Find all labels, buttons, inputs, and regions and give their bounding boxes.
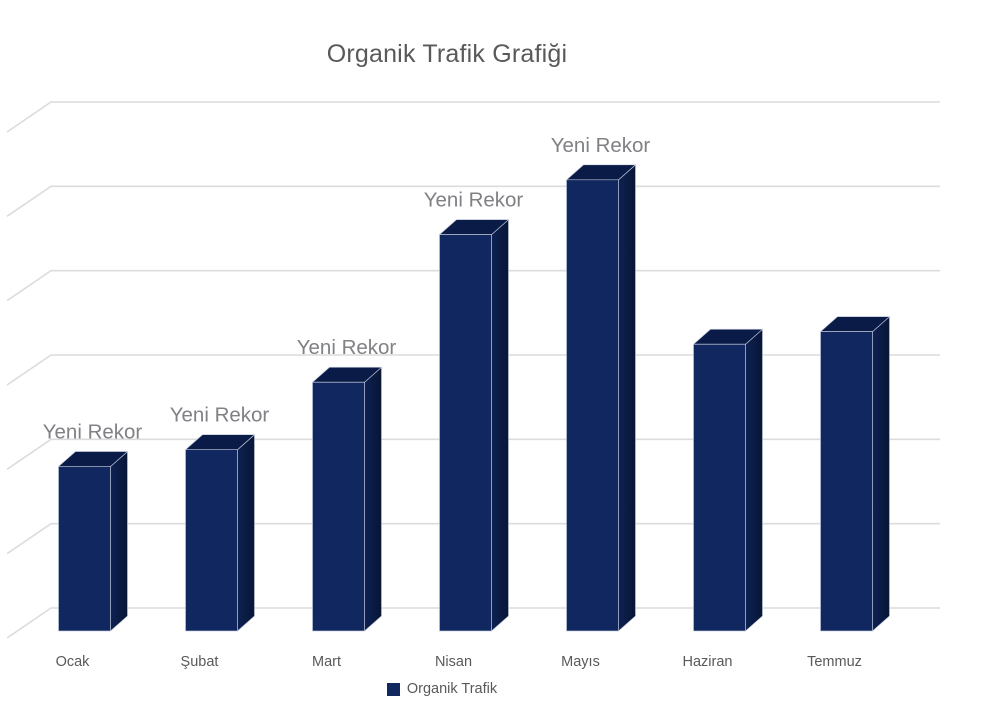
gridline: [6, 438, 940, 470]
bar-side-face: [618, 164, 636, 632]
bar-side-face: [237, 433, 255, 632]
bar-ocak: [57, 450, 129, 632]
data-label: Yeni Rekor: [551, 134, 651, 157]
data-label: Yeni Rekor: [170, 404, 270, 427]
bar-front-face: [693, 343, 746, 632]
gridline: [6, 522, 940, 555]
data-label: Yeni Rekor: [424, 189, 524, 212]
bar-haziran: [692, 328, 764, 632]
bar-side-face: [745, 328, 763, 632]
legend-label: Organik Trafik: [406, 681, 498, 697]
bar-front-face: [439, 234, 492, 632]
gridline: [6, 185, 940, 217]
data-label: Yeni Rekor: [297, 336, 397, 359]
x-axis-label: Mart: [312, 654, 341, 670]
legend: Organik Trafik: [0, 681, 884, 697]
gridline: [6, 101, 940, 133]
bar-side-face: [872, 315, 890, 632]
bar-şubat: [184, 433, 256, 632]
x-axis-label: Mayıs: [561, 654, 600, 670]
bar-front-face: [185, 449, 238, 632]
bar-temmuz: [819, 315, 891, 632]
legend-swatch: [386, 682, 400, 696]
x-axis-label: Nisan: [435, 654, 472, 670]
bar-side-face: [364, 366, 382, 632]
gridline: [6, 607, 940, 639]
x-axis-label: Haziran: [683, 654, 733, 670]
bar-side-face: [491, 218, 509, 632]
chart-title: Organik Trafik Grafiği: [326, 40, 568, 68]
bar-nisan: [438, 218, 510, 632]
bar-front-face: [58, 466, 111, 632]
gridline: [6, 269, 940, 302]
bar-front-face: [820, 331, 873, 632]
bar-mart: [311, 366, 383, 632]
bar-front-face: [566, 179, 619, 632]
x-axis-label: Temmuz: [807, 654, 862, 670]
gridline: [6, 354, 940, 386]
bar-mayıs: [565, 164, 637, 632]
x-axis-label: Şubat: [181, 654, 219, 670]
x-axis-label: Ocak: [56, 654, 91, 670]
bar-front-face: [312, 381, 365, 632]
bar-side-face: [110, 450, 128, 632]
data-label: Yeni Rekor: [43, 421, 143, 444]
